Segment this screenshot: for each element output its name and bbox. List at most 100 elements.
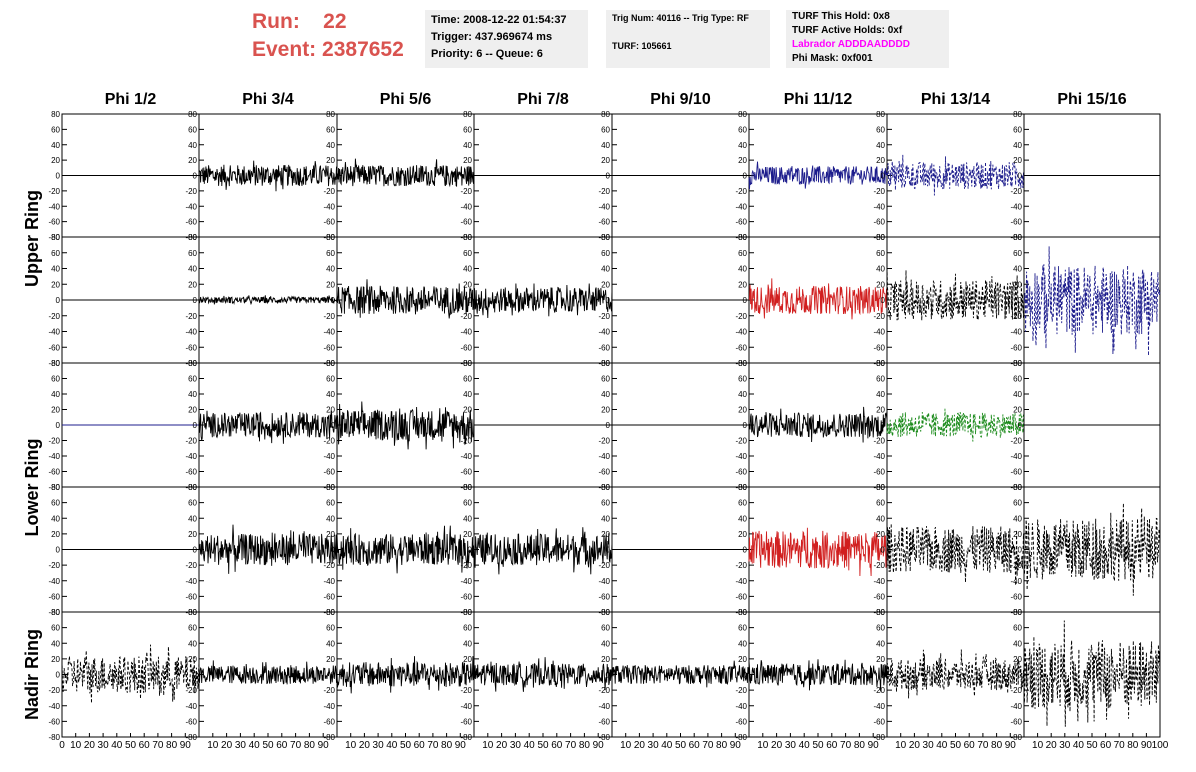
y-tick-label: 20 xyxy=(601,406,610,415)
y-tick-label: 0 xyxy=(468,421,473,430)
y-tick-label: 0 xyxy=(743,546,748,555)
y-tick-label: 20 xyxy=(1013,280,1022,289)
y-tick-label: -80 xyxy=(48,483,60,492)
y-tick-label: -80 xyxy=(48,608,60,617)
x-tick-label: 70 xyxy=(702,740,714,751)
y-tick-label: -60 xyxy=(48,717,60,726)
y-tick-label: -40 xyxy=(735,577,747,586)
column-title: Phi 9/10 xyxy=(650,91,711,108)
y-tick-label: 0 xyxy=(743,172,748,181)
x-tick-label: 40 xyxy=(524,740,536,751)
y-tick-label: -40 xyxy=(1010,328,1022,337)
y-tick-label: 80 xyxy=(601,233,610,242)
x-tick-label: 40 xyxy=(936,740,948,751)
x-tick-label: 60 xyxy=(139,740,151,751)
x-tick-label: 60 xyxy=(1100,740,1112,751)
y-tick-label: -20 xyxy=(48,312,60,321)
y-tick-label: 60 xyxy=(876,624,885,633)
waveform-trace xyxy=(1023,620,1161,727)
trig-info-box: Trig Num: 40116 -- Trig Type: RF TURF: 1… xyxy=(606,10,770,68)
x-tick-label: 20 xyxy=(496,740,508,751)
y-tick-label: 60 xyxy=(876,499,885,508)
x-tick-label: 70 xyxy=(1114,740,1126,751)
y-tick-label: -20 xyxy=(460,187,472,196)
y-tick-label: -20 xyxy=(185,312,197,321)
y-tick-label: 20 xyxy=(1013,655,1022,664)
y-tick-label: 80 xyxy=(1013,110,1022,119)
x-tick-label: 10 xyxy=(345,740,357,751)
waveform-trace xyxy=(748,278,888,320)
y-tick-label: 40 xyxy=(326,390,335,399)
y-tick-label: -40 xyxy=(460,202,472,211)
x-tick-label: 90 xyxy=(180,740,192,751)
y-tick-label: 80 xyxy=(601,359,610,368)
y-tick-label: -20 xyxy=(48,437,60,446)
y-tick-label: 80 xyxy=(876,483,885,492)
y-tick-label: 60 xyxy=(51,499,60,508)
y-tick-label: 0 xyxy=(1018,546,1023,555)
y-tick-label: 20 xyxy=(463,280,472,289)
y-tick-label: 40 xyxy=(876,514,885,523)
y-tick-label: -60 xyxy=(598,468,610,477)
x-tick-label: 30 xyxy=(373,740,385,751)
x-tick-label: 10 xyxy=(620,740,632,751)
y-tick-label: 60 xyxy=(188,249,197,258)
y-tick-label: 20 xyxy=(601,655,610,664)
waveform-trace xyxy=(1023,503,1161,596)
y-tick-label: -20 xyxy=(1010,312,1022,321)
x-tick-label: 50 xyxy=(537,740,549,751)
y-tick-label: -40 xyxy=(873,452,885,461)
y-tick-label: -40 xyxy=(48,577,60,586)
y-tick-label: -20 xyxy=(48,561,60,570)
y-tick-label: 80 xyxy=(463,359,472,368)
y-tick-label: 20 xyxy=(188,530,197,539)
x-tick-label: 70 xyxy=(977,740,989,751)
y-tick-label: 40 xyxy=(1013,514,1022,523)
y-tick-label: -60 xyxy=(1010,343,1022,352)
y-tick-label: -60 xyxy=(460,218,472,227)
y-tick-label: 40 xyxy=(876,390,885,399)
y-tick-label: 0 xyxy=(606,421,611,430)
y-tick-label: 0 xyxy=(743,421,748,430)
x-tick-label: 50 xyxy=(1086,740,1098,751)
y-tick-label: -20 xyxy=(735,312,747,321)
y-tick-label: 20 xyxy=(601,280,610,289)
y-tick-label: -80 xyxy=(185,733,197,742)
y-tick-label: 40 xyxy=(188,265,197,274)
y-tick-label: -40 xyxy=(185,702,197,711)
panel-frame xyxy=(886,611,1025,738)
y-tick-label: 80 xyxy=(738,608,747,617)
y-tick-label: 60 xyxy=(738,125,747,134)
y-tick-label: 0 xyxy=(881,421,886,430)
x-tick-label: 60 xyxy=(826,740,838,751)
y-tick-label: 0 xyxy=(193,296,198,305)
y-tick-label: 0 xyxy=(468,546,473,555)
y-tick-label: 80 xyxy=(876,608,885,617)
y-tick-label: -40 xyxy=(598,202,610,211)
column-title: Phi 3/4 xyxy=(242,91,294,108)
y-tick-label: -60 xyxy=(598,717,610,726)
y-tick-label: 80 xyxy=(188,608,197,617)
y-tick-label: 0 xyxy=(193,546,198,555)
y-tick-label: -60 xyxy=(873,468,885,477)
y-tick-label: 20 xyxy=(326,530,335,539)
y-tick-label: 40 xyxy=(51,639,60,648)
waveform-trace xyxy=(336,279,475,319)
y-tick-label: 80 xyxy=(463,483,472,492)
x-tick-label: 70 xyxy=(565,740,577,751)
y-tick-label: 80 xyxy=(188,483,197,492)
event-row: Event: 2387652 xyxy=(252,36,404,64)
y-tick-label: -40 xyxy=(185,452,197,461)
waveform-trace xyxy=(748,527,888,577)
y-tick-label: -20 xyxy=(735,437,747,446)
waveform-trace xyxy=(198,660,338,685)
y-tick-label: 0 xyxy=(331,172,336,181)
x-tick-label: 20 xyxy=(359,740,371,751)
y-tick-label: -60 xyxy=(735,218,747,227)
